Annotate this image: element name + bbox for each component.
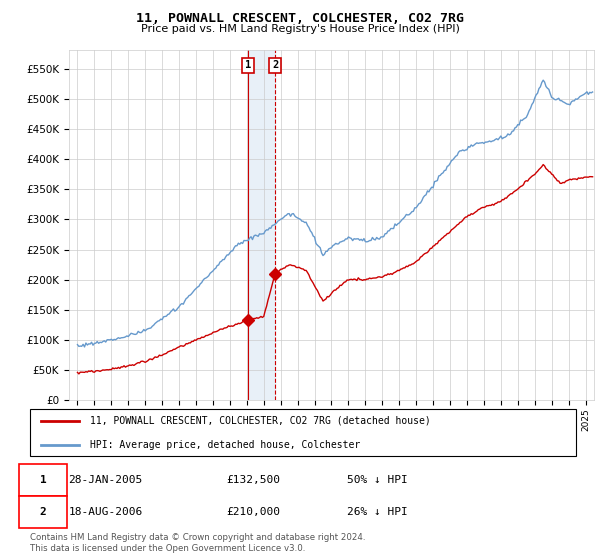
Text: 50% ↓ HPI: 50% ↓ HPI <box>347 475 407 485</box>
FancyBboxPatch shape <box>30 409 576 456</box>
Text: 1: 1 <box>40 475 46 485</box>
Text: 11, POWNALL CRESCENT, COLCHESTER, CO2 7RG (detached house): 11, POWNALL CRESCENT, COLCHESTER, CO2 7R… <box>90 416 431 426</box>
FancyBboxPatch shape <box>19 496 67 528</box>
Text: HPI: Average price, detached house, Colchester: HPI: Average price, detached house, Colc… <box>90 440 361 450</box>
Text: Contains HM Land Registry data © Crown copyright and database right 2024.
This d: Contains HM Land Registry data © Crown c… <box>30 533 365 553</box>
Text: 11, POWNALL CRESCENT, COLCHESTER, CO2 7RG: 11, POWNALL CRESCENT, COLCHESTER, CO2 7R… <box>136 12 464 25</box>
Text: 26% ↓ HPI: 26% ↓ HPI <box>347 507 407 517</box>
FancyBboxPatch shape <box>19 464 67 496</box>
Text: 1: 1 <box>245 60 251 71</box>
Text: 28-JAN-2005: 28-JAN-2005 <box>68 475 142 485</box>
Text: £210,000: £210,000 <box>227 507 281 517</box>
Text: 2: 2 <box>272 60 278 71</box>
Text: 2: 2 <box>40 507 46 517</box>
Text: Price paid vs. HM Land Registry's House Price Index (HPI): Price paid vs. HM Land Registry's House … <box>140 24 460 34</box>
Text: 18-AUG-2006: 18-AUG-2006 <box>68 507 142 517</box>
Text: £132,500: £132,500 <box>227 475 281 485</box>
Bar <box>248 50 275 400</box>
